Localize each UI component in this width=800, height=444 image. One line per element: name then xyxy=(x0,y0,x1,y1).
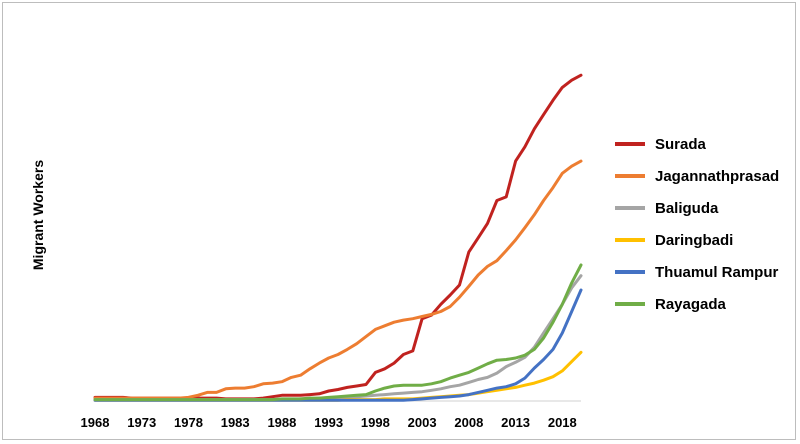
legend-label: Jagannathprasad xyxy=(655,168,779,185)
chart-frame: Migrant Workers 1968 1973 1978 1983 1988 1993… xyxy=(2,2,796,440)
legend-label: Baliguda xyxy=(655,200,719,217)
series-layer xyxy=(93,73,583,402)
x-tick-label: 2003 xyxy=(408,415,437,430)
line-chart: Migrant Workers 1968 1973 1978 1983 1988 1993… xyxy=(30,73,779,430)
x-tick-label: 2018 xyxy=(548,415,577,430)
x-tick-label: 1998 xyxy=(361,415,390,430)
series-line-thuamul-rampur xyxy=(93,288,583,402)
x-tick-label: 1973 xyxy=(127,415,156,430)
legend-label: Surada xyxy=(655,136,707,153)
x-tick-label: 1983 xyxy=(221,415,250,430)
legend-label: Daringbadi xyxy=(655,232,733,249)
series-line-rayagada xyxy=(93,263,583,402)
series-line-baliguda xyxy=(93,274,583,402)
x-tick-label: 1993 xyxy=(314,415,343,430)
x-axis: 1968 1973 1978 1983 1988 1993 1998 2003 2008 2013… xyxy=(81,400,581,430)
x-tick-label: 1978 xyxy=(174,415,203,430)
x-tick-label: 2013 xyxy=(501,415,530,430)
x-tick-label: 1968 xyxy=(81,415,110,430)
legend: Surada Jagannathprasad Baliguda Daringbadi T… xyxy=(615,136,779,313)
x-tick-label: 2008 xyxy=(454,415,483,430)
legend-label: Rayagada xyxy=(655,296,727,313)
y-axis-title: Migrant Workers xyxy=(30,160,46,270)
series-line-jagannathprasad xyxy=(93,159,583,400)
x-tick-label: 1988 xyxy=(267,415,296,430)
series-line-surada xyxy=(93,73,583,401)
legend-label: Thuamul Rampur xyxy=(655,264,779,281)
